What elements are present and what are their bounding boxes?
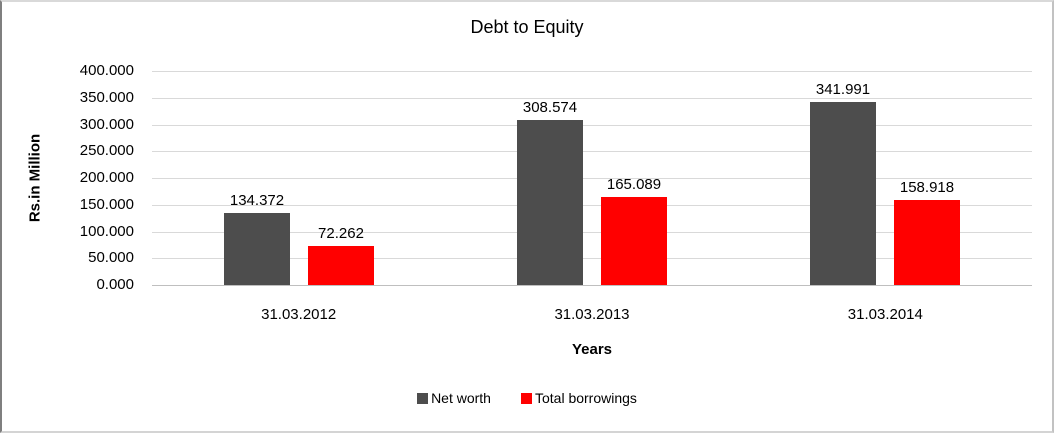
legend-swatch-icon [417, 392, 429, 404]
data-label: 72.262 [318, 225, 364, 242]
x-tick-label: 31.03.2012 [261, 306, 337, 323]
gridline [152, 125, 1032, 126]
x-tick-label: 31.03.2013 [554, 306, 630, 323]
y-tick-label: 0.000 [96, 276, 134, 293]
bar-net-worth-31.03.2013 [517, 120, 583, 285]
data-label: 134.372 [229, 192, 285, 209]
gridline [152, 151, 1032, 152]
bar-total-borrowings-31.03.2012 [308, 246, 374, 285]
y-tick-label: 200.000 [79, 169, 134, 186]
y-tick-label: 350.000 [79, 89, 134, 106]
bar-net-worth-31.03.2014 [810, 102, 876, 285]
bar-total-borrowings-31.03.2014 [894, 200, 960, 285]
data-label: 158.918 [899, 179, 955, 196]
gridline [152, 98, 1032, 99]
bar-total-borrowings-31.03.2013 [601, 197, 667, 285]
y-tick-label: 100.000 [79, 223, 134, 240]
legend-item-net-worth: Net worth [417, 390, 491, 406]
legend-swatch-icon [520, 392, 532, 404]
x-tick-label: 31.03.2014 [847, 306, 923, 323]
y-tick-label: 150.000 [79, 196, 134, 213]
data-label: 341.991 [815, 81, 871, 98]
gridline [152, 178, 1032, 179]
plot-area [152, 71, 1032, 286]
y-tick-label: 50.000 [88, 249, 134, 266]
gridline [152, 258, 1032, 259]
x-axis-title: Years [571, 341, 613, 358]
legend-label: Total borrowings [534, 390, 637, 406]
data-label: 165.089 [606, 176, 662, 193]
y-tick-label: 400.000 [79, 62, 134, 79]
gridline [152, 205, 1032, 206]
legend-item-total-borrowings: Total borrowings [520, 390, 637, 406]
gridline [152, 71, 1032, 72]
data-label: 308.574 [522, 99, 578, 116]
chart-title: Debt to Equity [470, 17, 584, 37]
bar-net-worth-31.03.2012 [224, 213, 290, 285]
y-tick-label: 300.000 [79, 116, 134, 133]
legend-label: Net worth [431, 390, 491, 406]
legend: Net worth Total borrowings [2, 390, 1052, 406]
gridline [152, 232, 1032, 233]
y-tick-label: 250.000 [79, 142, 134, 159]
x-axis-line [152, 285, 1032, 286]
